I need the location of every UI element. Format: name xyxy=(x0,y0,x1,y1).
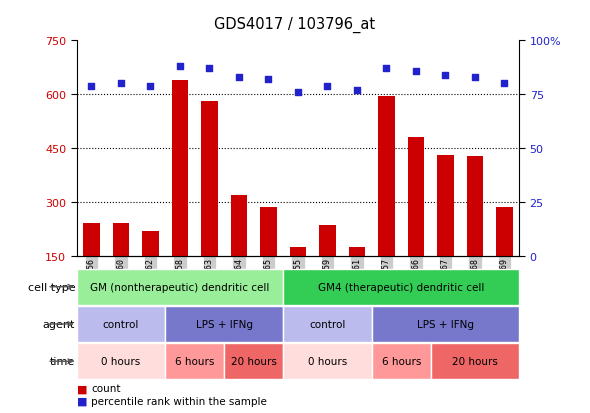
Text: LPS + IFNg: LPS + IFNg xyxy=(196,319,253,329)
Bar xyxy=(83,224,100,256)
Bar xyxy=(77,269,283,305)
Bar xyxy=(496,208,513,256)
Bar xyxy=(437,156,454,256)
Point xyxy=(323,83,332,90)
Bar xyxy=(283,306,372,342)
Point xyxy=(87,83,96,90)
Point xyxy=(205,66,214,73)
Point xyxy=(411,68,421,75)
Point xyxy=(441,72,450,79)
Bar xyxy=(467,157,483,256)
Point xyxy=(234,74,244,81)
Bar xyxy=(319,225,336,256)
Bar xyxy=(349,247,365,256)
Bar xyxy=(283,344,372,379)
Text: 20 hours: 20 hours xyxy=(231,356,277,366)
Bar xyxy=(165,344,224,379)
Text: cell type: cell type xyxy=(28,282,75,292)
Bar xyxy=(431,344,519,379)
Text: 20 hours: 20 hours xyxy=(452,356,498,366)
Text: GM4 (therapeutic) dendritic cell: GM4 (therapeutic) dendritic cell xyxy=(318,282,484,292)
Bar xyxy=(372,344,431,379)
Text: 6 hours: 6 hours xyxy=(382,356,421,366)
Text: ■: ■ xyxy=(77,396,87,406)
Text: percentile rank within the sample: percentile rank within the sample xyxy=(91,396,267,406)
Text: ■: ■ xyxy=(77,383,87,393)
Point xyxy=(470,74,480,81)
Bar xyxy=(224,344,283,379)
Bar xyxy=(372,306,519,342)
Point xyxy=(146,83,155,90)
Text: 6 hours: 6 hours xyxy=(175,356,214,366)
Bar xyxy=(231,195,247,256)
Text: GM (nontherapeutic) dendritic cell: GM (nontherapeutic) dendritic cell xyxy=(90,282,270,292)
Point xyxy=(382,66,391,73)
Bar xyxy=(378,97,395,256)
Bar xyxy=(113,223,129,256)
Text: control: control xyxy=(309,319,346,329)
Point xyxy=(175,64,185,70)
Bar xyxy=(201,102,218,256)
Bar xyxy=(290,247,306,256)
Text: LPS + IFNg: LPS + IFNg xyxy=(417,319,474,329)
Text: 0 hours: 0 hours xyxy=(308,356,347,366)
Point xyxy=(500,81,509,88)
Text: GDS4017 / 103796_at: GDS4017 / 103796_at xyxy=(214,17,376,33)
Bar xyxy=(283,269,519,305)
Bar xyxy=(260,208,277,256)
Bar xyxy=(172,81,188,256)
Bar xyxy=(77,344,165,379)
Bar xyxy=(165,306,283,342)
Point xyxy=(293,90,303,96)
Bar xyxy=(142,231,159,256)
Point xyxy=(264,77,273,83)
Text: time: time xyxy=(50,356,75,366)
Text: count: count xyxy=(91,383,121,393)
Bar xyxy=(408,138,424,256)
Point xyxy=(352,88,362,94)
Text: 0 hours: 0 hours xyxy=(101,356,140,366)
Bar xyxy=(77,306,165,342)
Text: control: control xyxy=(103,319,139,329)
Text: agent: agent xyxy=(43,319,75,329)
Point xyxy=(116,81,126,88)
